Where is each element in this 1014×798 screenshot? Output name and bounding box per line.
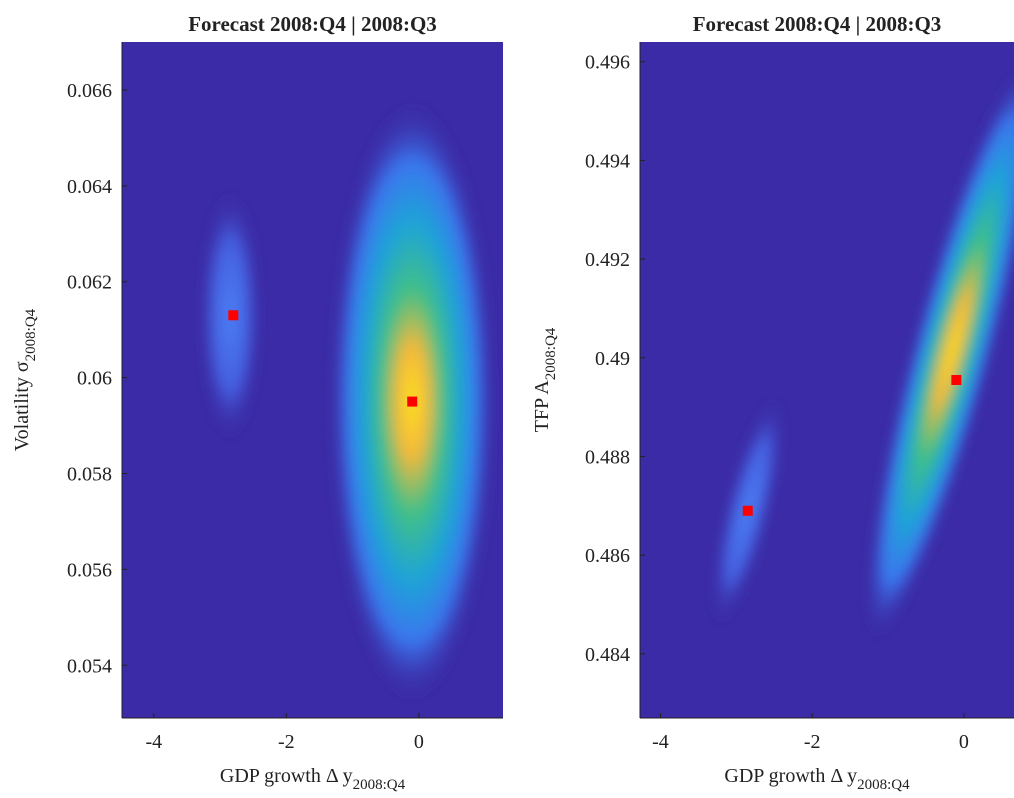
y-tick-label: 0.488 [585,446,630,468]
y-tick-label: 0.496 [585,52,630,74]
y-tick-label: 0.056 [67,559,112,581]
y-axis-label: Volatility σ2008:Q4 [11,308,39,451]
point [228,310,239,321]
x-tick-label: -2 [278,731,295,753]
point [951,375,962,385]
y-tick-label: 0.066 [67,80,112,102]
x-tick-label: 0 [959,731,969,753]
chart-title: Forecast 2008:Q4 | 2008:Q3 [188,12,437,36]
y-tick-label: 0.486 [585,545,630,567]
x-axis-label: GDP growth Δ y2008:Q4 [724,765,910,793]
y-axis-label: TFP A2008:Q4 [531,327,559,432]
x-axis-label-sub: 2008:Q4 [353,777,406,793]
chart-title: Forecast 2008:Q4 | 2008:Q3 [693,12,942,36]
y-tick-label: 0.058 [67,463,112,485]
y-axis-label-main: Volatility σ [11,361,33,451]
y-tick-label: 0.492 [585,249,630,271]
x-tick-label: -4 [652,731,669,753]
y-tick-label: 0.494 [585,150,630,172]
x-axis-label: GDP growth Δ y2008:Q4 [220,765,406,793]
x-tick-label: -2 [804,731,821,753]
point [407,396,418,407]
density-blob [865,60,1014,640]
x-tick-label: -4 [145,731,162,753]
point [742,505,753,516]
y-axis-label-sub: 2008:Q4 [543,327,559,380]
x-axis-label-main: GDP growth Δ y [220,765,353,787]
x-axis-label-sub: 2008:Q4 [857,777,910,793]
x-tick-label: 0 [414,731,424,753]
y-tick-label: 0.06 [77,368,112,390]
x-axis-label-main: GDP growth Δ y [724,765,857,787]
y-tick-label: 0.484 [585,644,630,666]
y-tick-label: 0.062 [67,272,112,294]
plot-area [122,42,503,718]
y-axis-label-main: TFP A [531,380,553,433]
y-tick-label: 0.49 [595,348,630,370]
y-tick-label: 0.064 [67,176,112,198]
y-axis-label-sub: 2008:Q4 [23,308,39,361]
y-tick-label: 0.054 [67,655,112,677]
